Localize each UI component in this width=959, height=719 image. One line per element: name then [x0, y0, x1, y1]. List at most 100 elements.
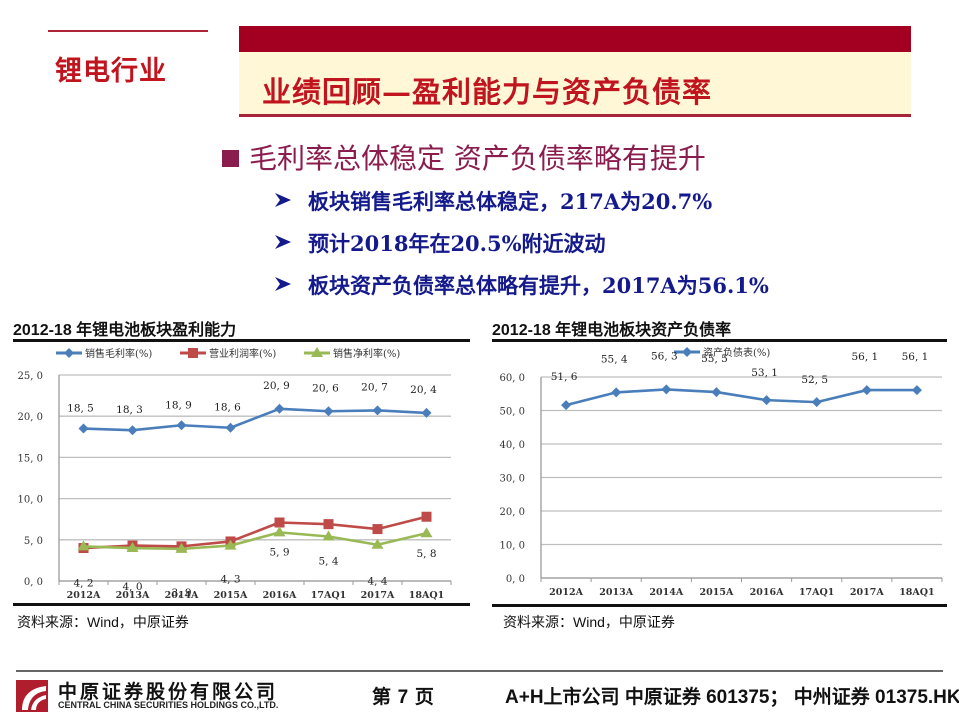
data-label: 5, 9: [269, 546, 289, 558]
square-bullet-icon: [222, 149, 239, 167]
left-chart-top-rule: [13, 339, 470, 342]
series-0: 18, 5 18, 3 18, 9 18, 6 20, 9 20, 6 20, 7 20, 4: [67, 380, 437, 436]
x-tick-label: 2013A: [599, 587, 633, 598]
triangle-marker-icon: [77, 540, 90, 551]
data-label: 20, 6: [312, 382, 339, 394]
arrow-bullet-icon: [274, 273, 294, 298]
company-name-en: CENTRAL CHINA SECURITIES HOLDINGS CO.,LT…: [58, 700, 279, 710]
arrow-bullet-icon: [274, 231, 294, 256]
listing-info: A+H上市公司 中原证券 601375； 中州证券 01375.HK: [505, 687, 959, 708]
y-tick-label: 0, 0: [506, 574, 525, 585]
legend-label: 销售毛利率(%): [85, 347, 152, 360]
data-label: 4, 0: [122, 581, 142, 593]
triangle-marker-icon: [311, 347, 323, 357]
y-tick-label: 15, 0: [18, 453, 43, 464]
x-tick-label: 2016A: [750, 587, 784, 598]
triangle-marker-icon: [224, 539, 237, 550]
diamond-marker-icon: [561, 400, 572, 411]
y-tick-label: 10, 0: [18, 495, 43, 506]
company-name-cn: 中原证券股份有限公司: [58, 681, 279, 703]
x-tick-label: 2013A: [116, 590, 150, 601]
main-heading-text: 毛利率总体稳定 资产负债率略有提升: [249, 142, 706, 175]
diamond-marker-icon: [761, 395, 772, 406]
diamond-marker-icon: [372, 405, 383, 416]
data-label: 5, 8: [416, 548, 436, 560]
y-tick-label: 20, 0: [500, 507, 525, 518]
legend-label: 营业利润率(%): [209, 347, 276, 360]
data-label: 3, 9: [171, 587, 191, 599]
left-chart-bottom-rule: [13, 603, 470, 606]
legend-label: 销售净利率(%): [333, 347, 400, 360]
right-chart-source: 资料来源：Wind，中原证券: [503, 614, 675, 631]
legend-label: 资产负债表(%): [703, 346, 770, 359]
triangle-marker-icon: [273, 526, 286, 537]
bullet-text: 板块资产负债率总体略有提升，2017A为56.1%: [308, 273, 769, 298]
banner-body: [239, 52, 911, 115]
arrow-bullet-icon: [274, 189, 294, 214]
triangle-marker-icon: [126, 542, 139, 553]
y-tick-label: 50, 0: [500, 407, 525, 418]
left-chart-source: 资料来源：Wind，中原证券: [17, 614, 189, 631]
x-tick-label: 17AQ1: [311, 590, 346, 601]
company-logo-icon: [16, 680, 48, 712]
x-tick-label: 2015A: [700, 587, 734, 598]
data-label: 55, 4: [601, 353, 628, 365]
y-tick-label: 10, 0: [500, 541, 525, 552]
bullet-text: 板块销售毛利率总体稳定，217A为20.7%: [308, 189, 713, 214]
x-tick-label: 2012A: [67, 590, 101, 601]
left-chart-title: 2012-18 年锂电池板块盈利能力: [13, 322, 237, 339]
bullet-item: 板块资产负债率总体略有提升，2017A为56.1%: [274, 270, 769, 300]
square-marker-icon: [274, 517, 285, 528]
diamond-marker-icon: [78, 423, 89, 434]
right-chart-bottom-rule: [492, 604, 947, 607]
data-label: 4, 4: [367, 576, 387, 588]
x-tick-label: 2014A: [165, 590, 199, 601]
chart-legend: 销售毛利率(%) 营业利润率(%) 销售净利率(%): [56, 347, 400, 360]
y-tick-label: 5, 0: [24, 536, 43, 547]
bullet-item: 板块销售毛利率总体稳定，217A为20.7%: [274, 186, 712, 216]
diamond-marker-icon: [274, 403, 285, 414]
x-tick-label: 2014A: [649, 587, 683, 598]
right-debt-ratio-chart: 0, 0 10, 0 20, 0 30, 0 40, 0 50, 0 60, 0 2012A 2…: [500, 346, 943, 598]
page-number: 第 7 页: [372, 686, 434, 708]
square-marker-icon: [188, 348, 198, 358]
y-tick-label: 60, 0: [500, 373, 525, 384]
diamond-marker-icon: [176, 420, 187, 431]
banner-top-band: [239, 26, 911, 52]
diamond-marker-icon: [323, 406, 334, 417]
diamond-marker-icon: [611, 387, 622, 398]
square-marker-icon: [421, 511, 432, 522]
diamond-marker-icon: [911, 385, 922, 396]
data-label: 56, 1: [851, 351, 878, 363]
data-label: 18, 6: [214, 402, 241, 414]
x-tick-label: 17AQ1: [799, 587, 834, 598]
square-marker-icon: [323, 519, 334, 530]
diamond-marker-icon: [661, 384, 672, 395]
section-rule: [48, 30, 208, 32]
x-tick-label: 2012A: [549, 587, 583, 598]
right-chart-title: 2012-18 年锂电池板块资产负债率: [492, 322, 732, 339]
data-label: 18, 9: [165, 399, 192, 411]
x-tick-label: 2015A: [214, 590, 248, 601]
diamond-marker-icon: [127, 425, 138, 436]
page-title: 业绩回顾—盈利能力与资产负债率: [262, 75, 713, 109]
x-tick-label: 18AQ1: [409, 590, 444, 601]
section-label: 锂电行业: [55, 56, 167, 87]
diamond-marker-icon: [861, 385, 872, 396]
square-marker-icon: [372, 524, 383, 535]
data-label: 4, 2: [73, 577, 93, 589]
x-tick-label: 18AQ1: [899, 587, 934, 598]
bullet-item: 预计2018年在20.5%附近波动: [274, 228, 606, 258]
data-label: 52, 5: [801, 374, 828, 386]
series-2: 4, 2 4, 0 3, 9 4, 3 5, 9 5, 4 4, 4 5, 8: [73, 526, 437, 599]
y-tick-label: 30, 0: [500, 474, 525, 485]
footer-rule: [16, 670, 943, 672]
data-label: 20, 7: [361, 381, 388, 393]
data-label: 56, 1: [902, 351, 929, 363]
y-tick-label: 20, 0: [18, 412, 43, 423]
diamond-marker-icon: [811, 397, 822, 408]
data-label: 5, 4: [318, 556, 338, 568]
data-label: 20, 9: [263, 380, 290, 392]
data-label: 55, 5: [701, 353, 728, 365]
x-tick-label: 2017A: [361, 590, 395, 601]
